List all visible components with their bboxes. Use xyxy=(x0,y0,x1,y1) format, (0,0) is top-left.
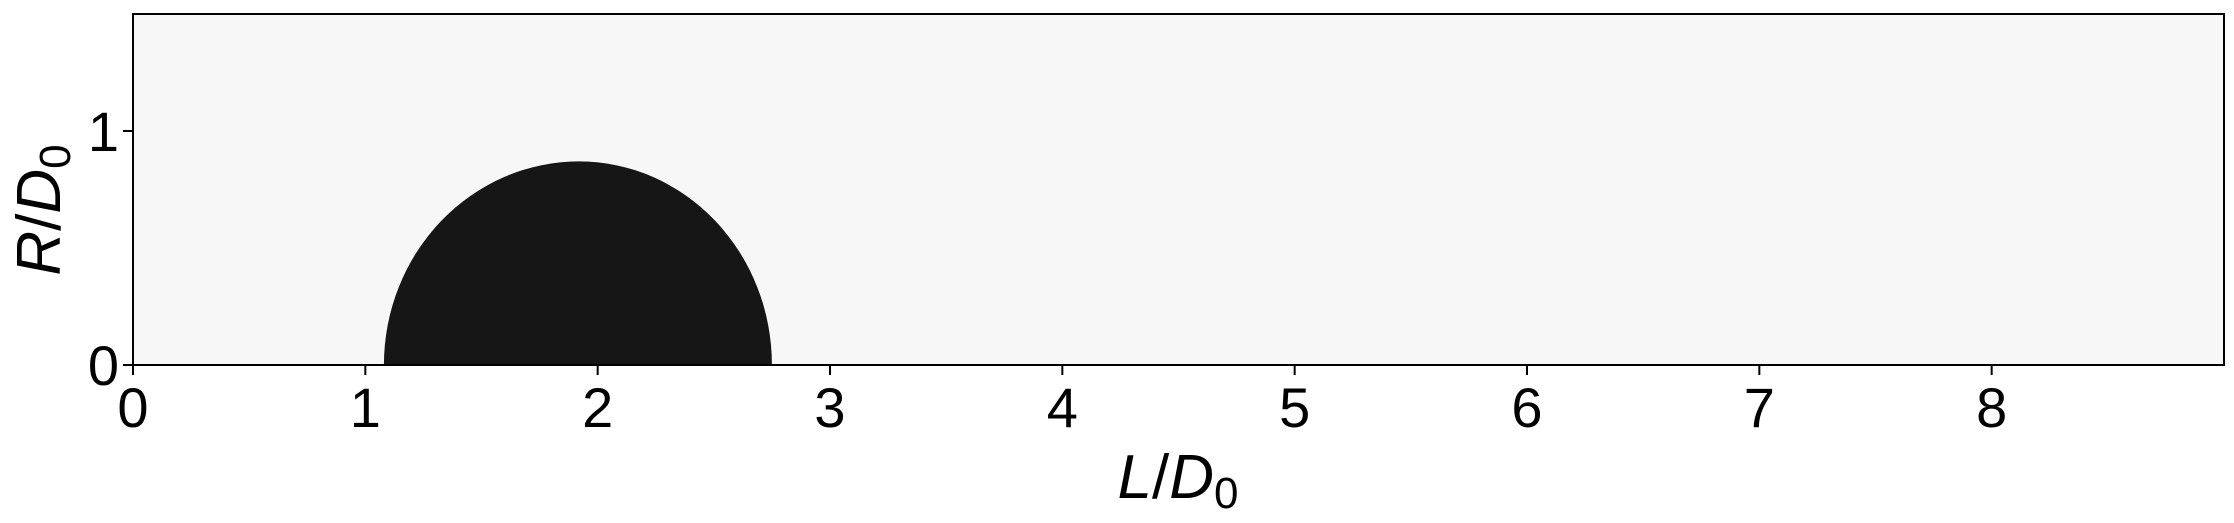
y-axis-label: R/D0 xyxy=(5,144,80,275)
x-tick-label: 1 xyxy=(350,376,381,439)
phase-region xyxy=(383,161,772,365)
y-tick-label: 0 xyxy=(88,334,119,397)
x-axis: 0 1 2 3 4 5 6 7 8 xyxy=(117,365,2007,439)
x-tick-label: 8 xyxy=(1976,376,2007,439)
x-axis-label: L/D0 xyxy=(1118,443,1239,518)
plot-frame xyxy=(132,13,2225,366)
x-tick-label: 2 xyxy=(582,376,613,439)
x-tick-label: 5 xyxy=(1279,376,1310,439)
y-tick-label: 1 xyxy=(88,100,119,163)
x-tick-label: 0 xyxy=(117,376,148,439)
y-axis: 01 xyxy=(88,100,133,397)
x-tick-label: 7 xyxy=(1744,376,1775,439)
x-tick-label: 6 xyxy=(1511,376,1542,439)
x-tick-label: 4 xyxy=(1047,376,1078,439)
x-tick-label: 3 xyxy=(814,376,845,439)
